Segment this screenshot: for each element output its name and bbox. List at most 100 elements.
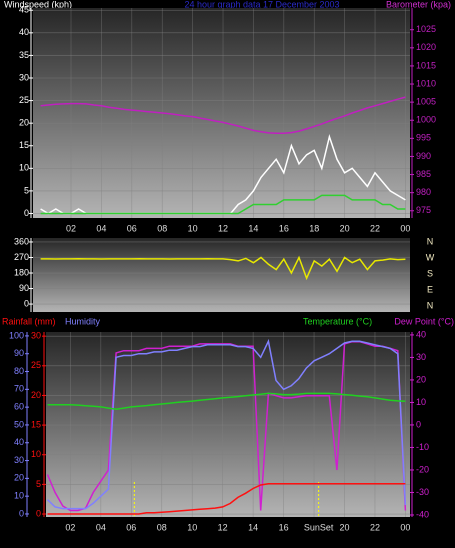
series-line	[46, 340, 407, 512]
y3-tick-label: 0	[19, 508, 24, 518]
y-tick-label: 25	[19, 95, 29, 105]
y2-tick-label: -30	[416, 487, 429, 497]
y-tick-label: 20	[19, 118, 29, 128]
y2-tick-label: 0	[416, 419, 421, 429]
series-line	[47, 392, 406, 410]
y-tick-label: 0	[24, 298, 29, 308]
x-tick-label: 14	[248, 223, 258, 233]
x-tick-label: 18	[309, 223, 319, 233]
marker-label: SunSet	[304, 522, 334, 532]
x-tick-label: 10	[187, 522, 197, 532]
series-line	[40, 96, 406, 135]
y2-tick-label: -10	[416, 442, 429, 452]
x-tick-label: 04	[96, 522, 106, 532]
legend-label: Temperature (°C)	[303, 316, 372, 326]
plot-area	[46, 332, 410, 517]
y-tick-label: 0	[24, 208, 29, 218]
y2-tick-label: 1025	[416, 24, 436, 34]
y-tick-label: 360	[14, 236, 29, 246]
y2-tick-label: 1020	[416, 42, 436, 52]
y3-tick-label: 10	[14, 491, 24, 501]
x-tick-label: 20	[340, 223, 350, 233]
y2-axis-label: Barometer (kpa)	[386, 0, 451, 9]
y3-tick-label: 100	[9, 330, 24, 340]
y-axis-label: Windspeed (kph)	[4, 0, 72, 9]
y-tick-label: 35	[19, 50, 29, 60]
compass-label: E	[427, 284, 433, 294]
y2-tick-label: 10	[416, 397, 426, 407]
x-tick-label: 20	[340, 522, 350, 532]
y2-tick-label: 995	[416, 133, 431, 143]
y2-tick-label: 980	[416, 187, 431, 197]
x-tick-label: 02	[65, 522, 75, 532]
y3-tick-label: 60	[14, 402, 24, 412]
chart-title: 24 hour graph data 17 December 2003	[184, 0, 339, 9]
y-tick-label: 45	[19, 5, 29, 15]
x-tick-label: 14	[248, 522, 258, 532]
series-line	[40, 255, 406, 281]
series-line	[40, 194, 406, 215]
y2-tick-label: 1000	[416, 115, 436, 125]
y2-tick-label: -40	[416, 509, 429, 519]
x-tick-label: 06	[126, 522, 136, 532]
y-tick-label: 90	[19, 283, 29, 293]
x-tick-label: 16	[279, 522, 289, 532]
x-tick-label: 10	[188, 223, 198, 233]
x-tick-label: 22	[370, 522, 380, 532]
y-tick-label: 10	[19, 163, 29, 173]
y-tick-label: 0	[36, 508, 41, 518]
y-tick-label: 25	[31, 360, 41, 370]
y2-tick-label: 1005	[416, 97, 436, 107]
y3-tick-label: 80	[14, 366, 24, 376]
y3-tick-label: 90	[14, 348, 24, 358]
y2-tick-label: 1015	[416, 60, 436, 70]
legend-label: Humidity	[65, 316, 101, 326]
y2-tick-label: 20	[416, 374, 426, 384]
x-tick-label: 08	[157, 223, 167, 233]
series-line	[47, 483, 406, 515]
y3-tick-label: 50	[14, 419, 24, 429]
y3-tick-label: 40	[14, 437, 24, 447]
y-tick-label: 5	[24, 185, 29, 195]
y2-tick-label: 985	[416, 169, 431, 179]
y2-tick-label: 40	[416, 329, 426, 339]
y-tick-label: 40	[19, 27, 29, 37]
x-tick-label: 06	[127, 223, 137, 233]
y2-tick-label: 975	[416, 205, 431, 215]
x-tick-label: 12	[218, 522, 228, 532]
x-tick-label: 22	[370, 223, 380, 233]
y-tick-label: 15	[19, 140, 29, 150]
label-bg	[304, 522, 333, 534]
x-tick-label: 02	[66, 223, 76, 233]
plot-area	[33, 8, 410, 218]
y-tick-label: 5	[36, 479, 41, 489]
y3-tick-label: 70	[14, 384, 24, 394]
legend-label: Rainfall (mm)	[2, 316, 56, 326]
series-line	[46, 338, 407, 510]
x-tick-label: 00	[400, 522, 410, 532]
y3-tick-label: 30	[14, 455, 24, 465]
compass-label: S	[427, 268, 433, 278]
y-tick-label: 180	[14, 267, 29, 277]
y2-tick-label: 1010	[416, 78, 436, 88]
legend-label: Dew Point (°C)	[394, 316, 454, 326]
x-tick-label: 04	[96, 223, 106, 233]
x-tick-label: 08	[157, 522, 167, 532]
y-tick-label: 30	[31, 331, 41, 341]
y-tick-label: 30	[19, 72, 29, 82]
compass-label: W	[426, 252, 435, 262]
y-tick-label: 270	[14, 252, 29, 262]
compass-label: N	[427, 236, 434, 246]
y-tick-label: 10	[31, 449, 41, 459]
x-tick-label: 12	[218, 223, 228, 233]
y-tick-label: 15	[31, 419, 41, 429]
y2-tick-label: -20	[416, 464, 429, 474]
y-tick-label: 20	[31, 390, 41, 400]
y2-tick-label: 30	[416, 352, 426, 362]
y2-tick-label: 990	[416, 151, 431, 161]
x-tick-label: 00	[400, 223, 410, 233]
x-tick-label: 16	[279, 223, 289, 233]
y3-tick-label: 20	[14, 473, 24, 483]
